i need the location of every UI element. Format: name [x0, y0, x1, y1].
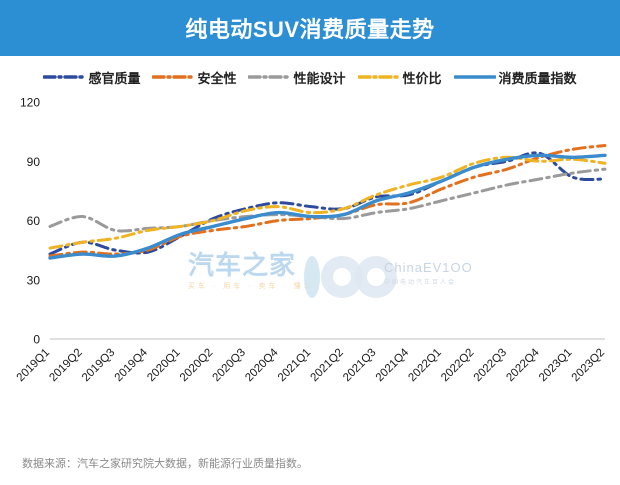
- x-axis-tick-label: 2021Q3: [341, 347, 378, 384]
- x-axis-tick-label: 2019Q1: [15, 347, 52, 384]
- x-axis-tick-label: 2021Q4: [374, 346, 412, 384]
- legend-swatch-icon: [357, 71, 400, 83]
- source-note: 数据来源：汽车之家研究院大数据，新能源行业质量指数。: [22, 458, 308, 470]
- x-axis-tick-label: 2022Q2: [439, 347, 476, 384]
- x-axis-tick-label: 2020Q4: [243, 346, 281, 384]
- legend-label: 消费质量指数: [498, 70, 577, 86]
- series-line-性价比: [48, 155, 607, 250]
- x-axis-tick-label: 2019Q2: [47, 347, 84, 384]
- legend-swatch-icon: [43, 71, 86, 83]
- x-axis-tick-label: 2020Q1: [145, 347, 182, 384]
- series-line-安全性: [48, 143, 607, 258]
- legend-label: 性能设计: [293, 70, 346, 86]
- legend-label: 性价比: [402, 70, 442, 86]
- legend-swatch-icon: [152, 71, 195, 83]
- y-axis-tick-label: 60: [27, 214, 41, 228]
- series-line-消费质量指数: [48, 153, 607, 260]
- legend-label: 感官质量: [88, 70, 141, 86]
- chart-area: 汽车之家 买车 · 用车 · 卖车 · 懂车 ChinaEV1OO 中国电动汽车…: [0, 94, 620, 439]
- chart-legend: 感官质量 安全性 性能设计 性价比 消费质量指数: [0, 60, 620, 94]
- legend-swatch-icon: [453, 71, 496, 83]
- legend-item-2[interactable]: 安全性: [152, 68, 236, 87]
- y-axis-tick-label: 90: [27, 155, 41, 169]
- page-title: 纯电动SUV消费质量走势: [185, 17, 435, 42]
- series-line-性能设计: [48, 167, 607, 233]
- legend-item-5[interactable]: 消费质量指数: [453, 68, 577, 87]
- legend-item-3[interactable]: 性能设计: [248, 68, 346, 87]
- x-axis-tick-label: 2022Q3: [472, 347, 509, 384]
- x-axis-tick-label: 2019Q4: [113, 346, 151, 384]
- x-axis-tick-label: 2021Q2: [309, 347, 346, 384]
- x-axis-tick-label: 2022Q1: [406, 347, 443, 384]
- x-axis-tick-label: 2020Q2: [178, 347, 215, 384]
- x-axis-tick-label: 2022Q4: [504, 346, 542, 384]
- y-axis-tick-label: 0: [33, 333, 40, 347]
- x-axis-tick-label: 2019Q3: [80, 347, 117, 384]
- header-bar: 纯电动SUV消费质量走势: [0, 0, 620, 56]
- y-axis-tick-label: 120: [20, 96, 40, 110]
- x-axis-tick-label: 2020Q3: [211, 347, 248, 384]
- legend-label: 安全性: [197, 70, 237, 86]
- y-axis-tick-label: 30: [27, 273, 41, 287]
- legend-swatch-icon: [248, 71, 291, 83]
- series-line-感官质量: [48, 151, 607, 256]
- legend-item-1[interactable]: 感官质量: [43, 68, 140, 87]
- line-chart: 0 30 60 90 120 2019Q12019Q22019Q32019Q42020Q1…: [15, 96, 607, 385]
- x-axis-tick-label: 2023Q2: [570, 347, 607, 384]
- legend-item-4[interactable]: 性价比: [357, 68, 442, 87]
- x-axis-tick-label: 2021Q1: [276, 347, 313, 384]
- x-axis-tick-label: 2023Q1: [537, 347, 574, 384]
